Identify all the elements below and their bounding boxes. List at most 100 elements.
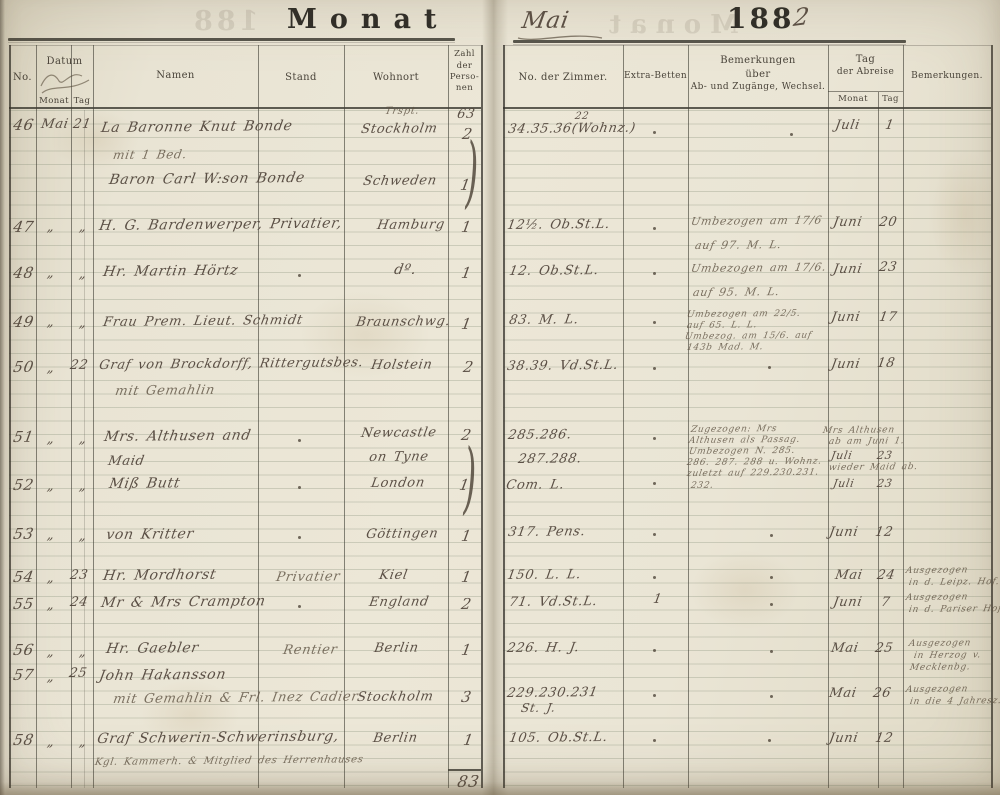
page-total: 83 [456,771,481,791]
wohnort: on Tyne [368,449,430,465]
room-numbers: 229.230.231 [506,685,600,701]
departure-month: Mai [830,640,860,656]
header-zimmer: No. der Zimmer. [518,72,608,83]
row-tag: 23 [69,567,90,583]
ditto-dot [770,603,773,606]
wohnort: Göttingen [365,526,440,542]
wohnort: Berlin [372,730,419,746]
left-header-bottom-rule [9,107,481,109]
row-tag: 25 [68,665,89,681]
title-rule-left [8,38,455,41]
room-numbers: 12½. Ob.St.L. [506,216,612,233]
departure-day: 17 [878,309,899,325]
departure-day: 23 [876,476,894,490]
guest-name: Maid [107,453,146,469]
col-line-stand-wohnort [344,45,345,788]
departure-month: Juli [832,476,856,490]
row-no: 50 [12,357,36,376]
paper-stain [50,110,140,170]
col-line-tag-faint [84,110,85,788]
ditto-dot [653,482,656,485]
room-numbers: 226. H. J. [506,640,581,656]
row-no: 55 [12,594,36,613]
room-numbers: 287.288. [517,451,584,467]
header-abreise-monat: Monat [838,94,868,104]
title-rule-right-thin [513,44,906,45]
ditto-dot [653,321,656,324]
departure-month: Juni [830,356,862,372]
guest-name-note: mit Gemahlin [114,382,217,399]
guest-name: Hr. Gaebler [105,640,201,657]
remark-line: auf 97. M. L. [694,238,783,252]
stand: Privatier [275,569,342,585]
ditto-dot [653,131,656,134]
group-brace: ) [465,128,479,219]
remark-line: Umbezogen am 17/6. [690,260,828,275]
col-line-zimmer-extra [623,45,624,788]
header-monat: Monat [39,96,69,106]
departure-day: 18 [876,355,897,371]
row-no: 53 [12,524,36,543]
departure-month: Juni [828,730,860,746]
ditto-dot [653,437,656,440]
paper-stain [690,550,800,630]
margin-remark: in die 4 Jahresz. [909,696,1000,707]
room-number-superscript: 22 [574,110,590,122]
room-numbers: 34.35.36(Wohnz.) [507,120,637,137]
room-numbers: 317. Pens. [507,524,587,540]
guest-name: Hr. Martin Hörtz [102,262,240,280]
wohnort: Berlin [373,640,420,656]
departure-day: 23 [878,259,899,275]
left-page-edge-line [9,45,11,788]
header-no: No. [13,72,32,83]
wohnort: dº. [393,261,418,278]
ditto-dot [653,367,656,370]
col-line-bemerk-abreise [828,45,829,788]
wohnort: Stockholm [356,689,435,705]
header-zahl-1: Zahl [454,49,475,59]
departure-day: 26 [872,685,893,701]
margin-remark: in Herzog v. [913,650,982,661]
ditto-dot [770,650,773,653]
col-line-namen-stand [258,45,259,788]
ditto-dot [653,272,656,275]
guest-name: von Kritter [105,526,196,543]
guest-name: Graf Schwerin-Schwerinsburg, [96,728,341,747]
printed-month-label: Monat [287,4,450,35]
margin-remark: Ausgezogen [905,592,969,603]
row-tag: 21 [72,116,93,132]
room-numbers: 105. Ob.St.L. [508,729,609,746]
ditto-dot [298,605,301,608]
margin-remark: Ausgezogen [908,638,972,649]
scan-bottom-edge [0,782,1000,795]
room-numbers: 285.286. [507,427,574,443]
wohnort: Hamburg [376,217,447,233]
header-abreise-1: Tag [855,54,876,65]
printed-year: 188 [727,2,795,35]
col-line-tag-namen [93,45,94,788]
departure-month: Juli [834,117,862,133]
margin-remark: Ausgezogen [905,684,969,695]
departure-note: wieder Maid ab. [828,462,919,473]
row-no: 57 [12,665,36,684]
departure-day: 12 [874,524,895,540]
row-no: 47 [12,217,36,236]
group-brace: ) [463,434,477,525]
remark-line: Althusen als Passag. [688,434,802,446]
margin-remark: in d. Pariser Hof [908,604,1000,615]
row-no: 48 [12,263,36,282]
ditto-dot [298,274,301,277]
guest-name: Baron Carl W:son Bonde [108,169,307,188]
wohnort: Braunschwg. [355,314,452,330]
col-line-monat-tag [71,45,72,788]
ditto-dot [653,739,656,742]
remark-line: Umbezogen N. 285. [688,445,796,457]
guest-name: Miß Butt [108,475,182,492]
col-line-extra-bemerk [688,45,689,788]
header-bemerkungen-ueber-2: über [745,69,771,80]
ditto-dot [653,576,656,579]
departure-month: Mai [828,685,858,701]
header-abreise-2: der Abreise [836,67,895,77]
ghost-monat-bleedthrough: Monat [600,10,739,40]
ditto-dot [770,534,773,537]
